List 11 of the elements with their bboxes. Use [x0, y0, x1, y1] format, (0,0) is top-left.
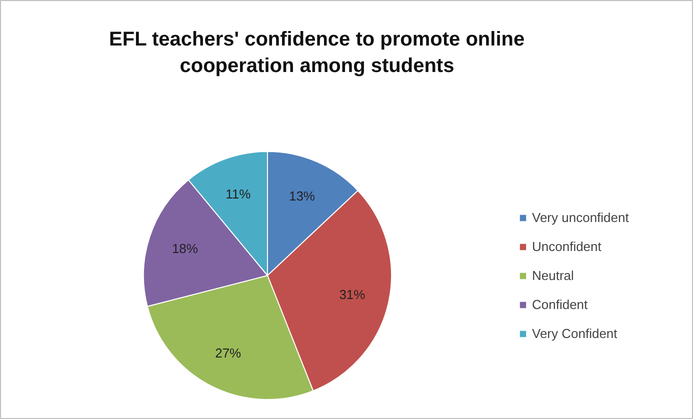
legend-label: Confident [532, 297, 588, 312]
legend-label: Very Confident [532, 326, 618, 341]
legend-label: Very unconfident [532, 210, 629, 225]
data-label: 11% [226, 186, 252, 202]
data-label: 18% [172, 241, 198, 256]
chart-title: EFL teachers' confidence to promote online cooperation among students [109, 28, 525, 77]
data-label: 31% [339, 286, 366, 302]
data-label: 27% [215, 345, 242, 360]
data-label: 13% [288, 188, 316, 204]
legend-label: Unconfident [532, 239, 602, 254]
legend-label: Neutral [532, 268, 574, 283]
